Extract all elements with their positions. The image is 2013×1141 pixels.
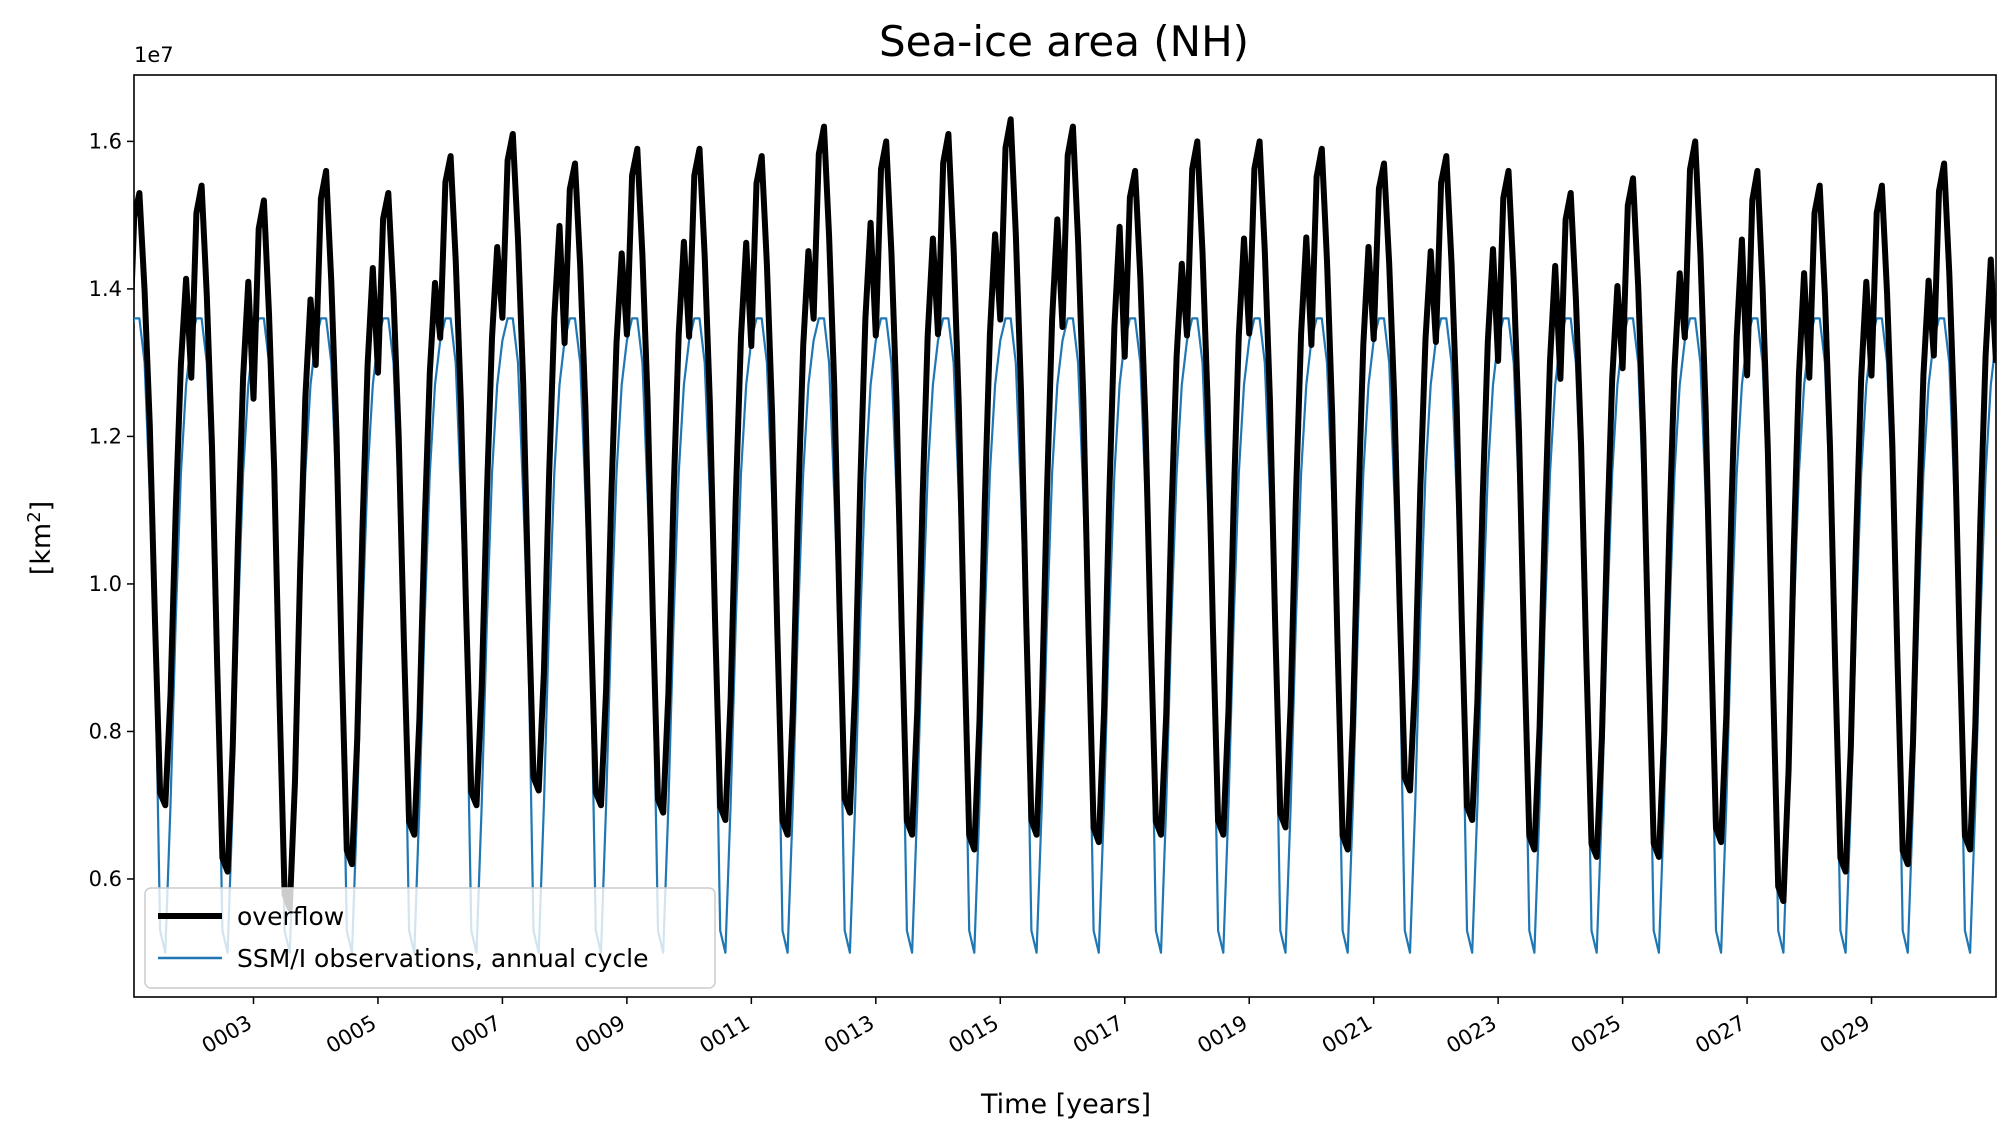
x-tick-label: 0027: [1691, 1011, 1749, 1059]
x-tick-label: 0003: [198, 1011, 256, 1059]
x-tick-label: 0009: [571, 1011, 629, 1059]
y-tick-label: 1.0: [89, 572, 122, 596]
x-tick-label: 0005: [322, 1011, 380, 1059]
legend: overflow SSM/I observations, annual cycle: [144, 887, 716, 989]
plot-frame: [133, 74, 1997, 998]
plot-lines: [134, 116, 1996, 954]
legend-box: [144, 887, 716, 989]
series-line-overflow: [134, 116, 1996, 912]
legend-label-ssmi: SSM/I observations, annual cycle: [237, 944, 649, 973]
y-axis-label: [km2]: [24, 501, 57, 575]
x-tick-label: 0019: [1193, 1011, 1251, 1059]
chart-title: Sea-ice area (NH): [879, 17, 1249, 66]
x-tick-label: 0013: [820, 1011, 878, 1059]
y-tick-label: 0.8: [89, 719, 122, 743]
x-tick-label: 0011: [696, 1011, 754, 1059]
x-tick-label: 0015: [944, 1011, 1002, 1059]
x-tick-label: 0007: [447, 1011, 505, 1059]
y-tick-label: 1.6: [89, 129, 122, 153]
x-tick-label: 0023: [1442, 1011, 1500, 1059]
y-offset-label: 1e7: [134, 43, 174, 67]
x-axis-label: Time [years]: [980, 1089, 1151, 1120]
y-axis-label-superscript: 2: [24, 511, 45, 522]
legend-label-overflow: overflow: [237, 902, 344, 931]
y-tick-label: 1.4: [89, 277, 122, 301]
x-tick-label: 0021: [1318, 1011, 1376, 1059]
y-tick-label: 1.2: [89, 424, 122, 448]
series-line-ssmi-observations: [134, 317, 1996, 954]
y-tick-label: 0.6: [89, 867, 122, 891]
x-tick-label: 0017: [1069, 1011, 1127, 1059]
x-tick-label: 0029: [1816, 1011, 1874, 1059]
x-tick-label: 0025: [1567, 1011, 1625, 1059]
